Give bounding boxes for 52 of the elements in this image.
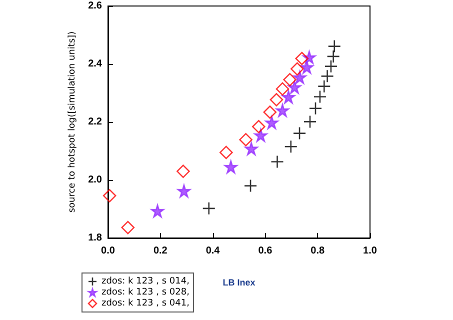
legend-label: zdos: k 123 , s 028, xyxy=(102,288,190,298)
point xyxy=(244,179,258,192)
x-axis-title: LB Inex xyxy=(222,278,256,288)
point xyxy=(320,70,334,83)
point xyxy=(102,189,116,202)
y-tick-label: 2.4 xyxy=(88,58,102,70)
point xyxy=(263,105,277,119)
x-tick-label: 0.0 xyxy=(101,246,116,256)
point xyxy=(308,102,322,116)
y-tick-label: 2.2 xyxy=(88,116,102,128)
point xyxy=(282,90,296,104)
x-tick-label: 0.4 xyxy=(206,246,220,256)
point xyxy=(295,52,309,66)
point xyxy=(324,60,338,73)
point xyxy=(224,160,238,174)
point xyxy=(121,220,135,234)
point xyxy=(270,93,284,106)
y-tick-label: 2.0 xyxy=(88,174,102,186)
point xyxy=(288,80,302,94)
y-tick-label: 2.6 xyxy=(88,0,102,12)
x-tick-label: 0.6 xyxy=(258,246,273,256)
point xyxy=(313,90,327,104)
point xyxy=(177,184,191,198)
point xyxy=(254,128,268,142)
legend-label: zdos: k 123 , s 041, xyxy=(102,298,190,308)
y-axis-title: source to hotspot log([simulation units]) xyxy=(68,31,78,213)
point xyxy=(265,116,278,130)
point xyxy=(202,202,216,216)
point xyxy=(150,204,164,218)
point xyxy=(276,82,290,96)
point xyxy=(300,60,314,74)
point xyxy=(270,155,284,168)
point xyxy=(292,126,306,140)
point xyxy=(318,80,331,93)
point xyxy=(290,62,304,76)
point xyxy=(283,73,296,86)
point xyxy=(244,142,258,156)
x-tick-label: 0.8 xyxy=(310,246,325,256)
point xyxy=(328,40,342,53)
point xyxy=(284,140,298,154)
x-tick-label: 0.2 xyxy=(153,246,168,256)
point xyxy=(326,50,340,64)
legend-label: zdos: k 123 , s 014, xyxy=(102,276,190,286)
y-tick-label: 1.8 xyxy=(88,232,102,244)
point xyxy=(252,120,266,134)
point xyxy=(303,115,317,128)
x-tick-label: 1.0 xyxy=(363,246,378,256)
point xyxy=(276,104,290,118)
point xyxy=(293,70,306,84)
point xyxy=(239,133,252,146)
point xyxy=(220,146,233,160)
point xyxy=(176,164,190,178)
